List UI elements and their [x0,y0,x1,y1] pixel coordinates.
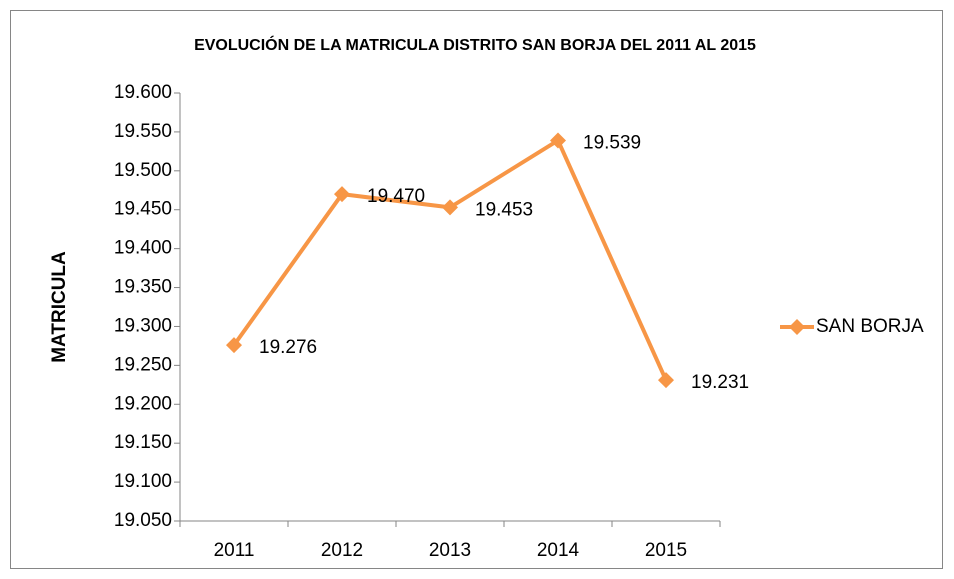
marker [334,186,350,203]
x-tick-label: 2012 [321,540,363,561]
y-tick-label: 19.200 [114,393,172,414]
y-tick-label: 19.550 [114,121,172,142]
y-tick-label: 19.600 [114,82,172,103]
y-tick-label: 19.450 [114,199,172,220]
legend-marker [789,319,805,335]
data-label: 19.539 [583,132,641,153]
y-tick-label: 19.400 [114,238,172,259]
x-tick-label: 2015 [645,540,687,561]
y-tick-label: 19.150 [114,432,172,453]
marker [226,337,242,354]
x-tick-label: 2014 [537,540,580,561]
y-tick-label: 19.500 [114,160,172,181]
marker [550,132,566,149]
marker [442,199,458,216]
y-tick-label: 19.350 [114,277,172,298]
y-tick-label: 19.250 [114,354,172,375]
marker [658,372,674,389]
chart-frame [10,10,943,569]
y-tick-label: 19.100 [114,471,172,492]
data-label: 19.453 [475,199,533,220]
data-label: 19.231 [691,372,749,393]
y-tick-label: 19.300 [114,315,172,336]
x-tick-label: 2011 [214,540,255,561]
data-label: 19.276 [259,337,317,358]
y-axis-label: MATRICULA [49,251,70,363]
y-tick-label: 19.050 [114,510,172,531]
x-tick-label: 2013 [429,540,471,561]
data-label: 19.470 [367,186,425,207]
legend-label: SAN BORJA [816,316,924,337]
chart-title: EVOLUCIÓN DE LA MATRICULA DISTRITO SAN B… [194,35,756,54]
